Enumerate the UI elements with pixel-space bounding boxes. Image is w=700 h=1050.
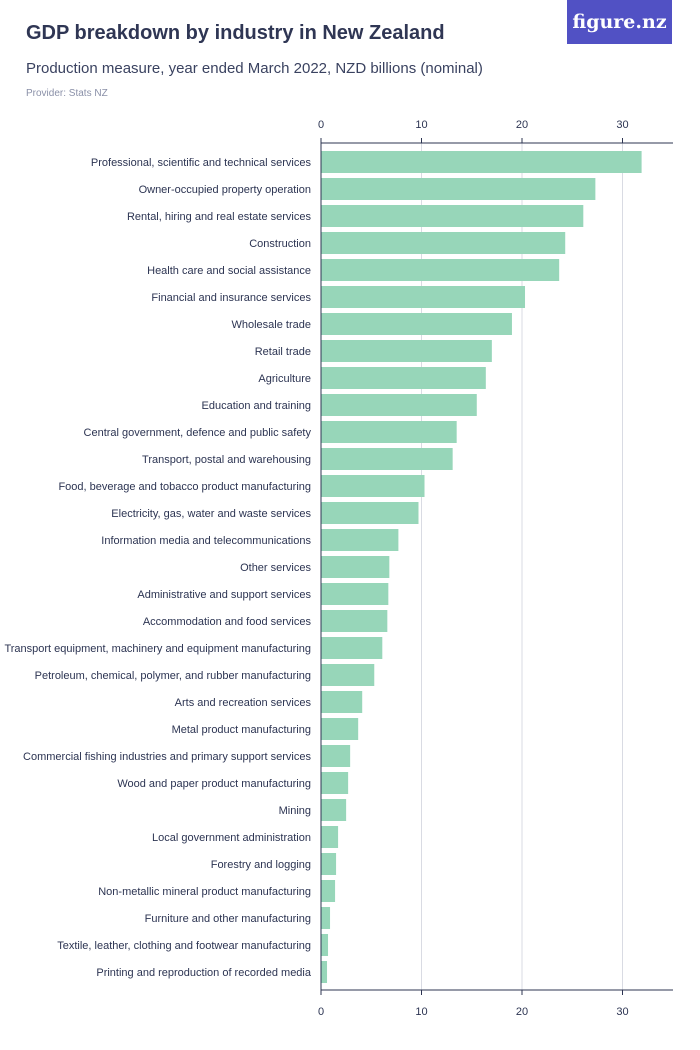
bar <box>321 691 363 713</box>
category-label: Forestry and logging <box>211 859 311 871</box>
figure-nz-logo[interactable]: figure.nz <box>567 0 672 44</box>
bar <box>321 745 351 767</box>
chart-title: GDP breakdown by industry in New Zealand <box>26 22 445 44</box>
tick-label-top: 20 <box>516 119 528 131</box>
tick-label-bottom: 30 <box>616 1006 628 1018</box>
tick-label-top: 30 <box>616 119 628 131</box>
bar <box>321 799 347 821</box>
bar <box>321 421 457 443</box>
bar <box>321 529 399 551</box>
bar <box>321 826 339 848</box>
chart-subtitle: Production measure, year ended March 202… <box>26 60 483 77</box>
category-label: Administrative and support services <box>137 589 311 601</box>
bar <box>321 205 584 227</box>
category-label: Central government, defence and public s… <box>84 427 312 439</box>
category-label: Furniture and other manufacturing <box>145 913 311 925</box>
category-label: Wholesale trade <box>232 319 312 331</box>
category-label: Rental, hiring and real estate services <box>127 211 312 223</box>
tick-label-bottom: 20 <box>516 1006 528 1018</box>
bar <box>321 475 425 497</box>
tick-label-bottom: 0 <box>318 1006 324 1018</box>
category-label: Education and training <box>202 400 311 412</box>
bar <box>321 637 383 659</box>
category-label: Commercial fishing industries and primar… <box>23 751 311 763</box>
category-label: Financial and insurance services <box>151 292 311 304</box>
category-label: Transport, postal and warehousing <box>142 454 311 466</box>
bar <box>321 934 329 956</box>
bar <box>321 448 453 470</box>
category-label: Transport equipment, machinery and equip… <box>4 643 311 655</box>
bar <box>321 583 389 605</box>
category-label: Non-metallic mineral product manufacturi… <box>98 886 311 898</box>
category-label: Professional, scientific and technical s… <box>91 157 312 169</box>
bar <box>321 502 419 524</box>
bar <box>321 664 375 686</box>
category-label: Owner-occupied property operation <box>139 184 311 196</box>
bar <box>321 853 337 875</box>
tick-label-top: 0 <box>318 119 324 131</box>
bar <box>321 880 336 902</box>
bar <box>321 772 349 794</box>
category-label: Metal product manufacturing <box>172 724 311 736</box>
category-label: Retail trade <box>255 346 311 358</box>
bar <box>321 259 560 281</box>
category-label: Construction <box>249 238 311 250</box>
category-label: Electricity, gas, water and waste servic… <box>111 508 311 520</box>
category-label: Wood and paper product manufacturing <box>117 778 311 790</box>
bar <box>321 340 492 362</box>
bar <box>321 907 331 929</box>
bar <box>321 718 359 740</box>
bar <box>321 556 390 578</box>
category-label: Mining <box>279 805 311 817</box>
tick-label-bottom: 10 <box>415 1006 427 1018</box>
bar <box>321 961 328 983</box>
category-label: Textile, leather, clothing and footwear … <box>57 940 311 952</box>
bar <box>321 286 526 308</box>
category-label: Information media and telecommunications <box>101 535 311 547</box>
category-label: Accommodation and food services <box>143 616 312 628</box>
provider-note: Provider: Stats NZ <box>26 88 108 99</box>
category-label: Food, beverage and tobacco product manuf… <box>58 481 311 493</box>
category-label: Arts and recreation services <box>175 697 312 709</box>
category-label: Local government administration <box>152 832 311 844</box>
category-label: Printing and reproduction of recorded me… <box>96 967 312 979</box>
bar <box>321 610 388 632</box>
bar <box>321 178 596 200</box>
category-label: Other services <box>240 562 311 574</box>
category-label: Health care and social assistance <box>147 265 311 277</box>
bar <box>321 232 566 254</box>
bar <box>321 367 486 389</box>
bar <box>321 394 477 416</box>
bar <box>321 313 512 335</box>
bar <box>321 151 642 173</box>
category-label: Agriculture <box>258 373 311 385</box>
category-label: Petroleum, chemical, polymer, and rubber… <box>35 670 311 682</box>
tick-label-top: 10 <box>415 119 427 131</box>
